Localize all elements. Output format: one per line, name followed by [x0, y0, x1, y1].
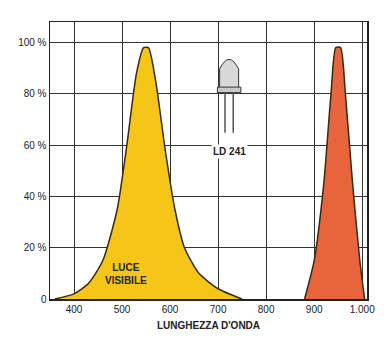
svg-text:0: 0 — [41, 294, 47, 305]
svg-text:LUCEVISIBILE: LUCEVISIBILE — [105, 262, 147, 286]
svg-text:1.000: 1.000 — [350, 304, 375, 315]
svg-text:20 %: 20 % — [24, 242, 47, 253]
svg-text:600: 600 — [162, 304, 179, 315]
svg-text:800: 800 — [258, 304, 275, 315]
svg-text:60 %: 60 % — [24, 140, 47, 151]
svg-text:700: 700 — [210, 304, 227, 315]
svg-text:400: 400 — [66, 304, 83, 315]
svg-text:900: 900 — [306, 304, 323, 315]
svg-text:LD 241: LD 241 — [213, 146, 246, 157]
svg-text:40 %: 40 % — [24, 191, 47, 202]
svg-text:100 %: 100 % — [18, 37, 46, 48]
svg-text:500: 500 — [114, 304, 131, 315]
svg-text:LUNGHEZZA D'ONDA: LUNGHEZZA D'ONDA — [157, 320, 260, 331]
svg-text:80 %: 80 % — [24, 88, 47, 99]
